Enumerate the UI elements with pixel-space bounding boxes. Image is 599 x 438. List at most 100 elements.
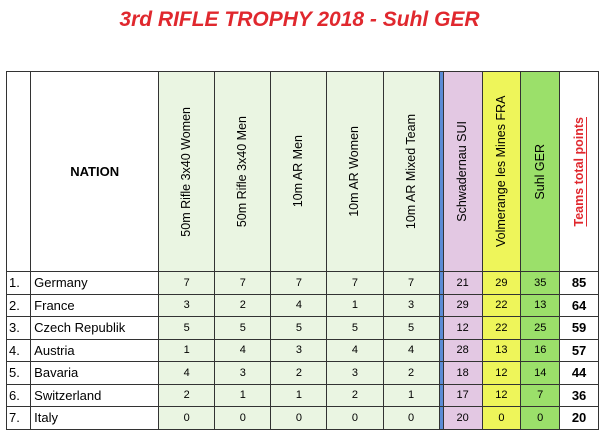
event-header-label: 10m AR Men [291, 135, 306, 208]
page-title: 3rd RIFLE TROPHY 2018 - Suhl GER [119, 8, 480, 31]
nation-cell: Italy [30, 406, 160, 430]
rank-cell: 2. [5, 293, 32, 317]
event-score-cell: 4 [326, 338, 384, 362]
event-score-cell: 3 [270, 338, 328, 362]
table-row: 7. Italy 0 0 0 0 0 20 0 0 20 [5, 406, 599, 430]
venue-header-schwadernau: Schwadernau SUI [442, 71, 483, 272]
event-score-cell: 5 [382, 316, 440, 340]
event-header-4: 10m AR Women [326, 71, 384, 272]
total-cell: 64 [559, 293, 599, 317]
rank-cell: 1. [5, 271, 32, 295]
header-row: NATION 50m Rifle 3x40 Women 50m Rifle 3x… [5, 71, 599, 272]
event-score-cell: 1 [270, 383, 328, 407]
event-score-cell: 2 [382, 361, 440, 385]
nation-header: NATION [30, 71, 160, 272]
event-score-cell: 0 [214, 406, 272, 430]
total-header-label: Teams total points [571, 116, 586, 227]
rank-cell: 4. [5, 338, 32, 362]
venue-score-cell: 28 [442, 338, 483, 362]
event-score-cell: 4 [270, 293, 328, 317]
venue-score-cell: 13 [481, 338, 522, 362]
event-score-cell: 3 [158, 293, 216, 317]
total-cell: 44 [559, 361, 599, 385]
venue-score-cell: 25 [520, 316, 561, 340]
venue-score-cell: 12 [481, 361, 522, 385]
nation-cell: Czech Republik [30, 316, 160, 340]
event-score-cell: 3 [326, 361, 384, 385]
event-score-cell: 5 [326, 316, 384, 340]
event-score-cell: 0 [270, 406, 328, 430]
nation-cell: Germany [30, 271, 160, 295]
event-score-cell: 2 [214, 293, 272, 317]
venue-score-cell: 16 [520, 338, 561, 362]
rank-cell: 3. [5, 316, 32, 340]
event-score-cell: 5 [158, 316, 216, 340]
event-score-cell: 0 [382, 406, 440, 430]
nation-cell: Austria [30, 338, 160, 362]
venue-header-volmerange: Volmerange les Mines FRA [481, 71, 522, 272]
rank-cell: 5. [5, 361, 32, 385]
event-score-cell: 1 [382, 383, 440, 407]
table-row: 2. France 3 2 4 1 3 29 22 13 64 [5, 293, 599, 317]
venue-score-cell: 0 [481, 406, 522, 430]
venue-header-suhl: Suhl GER [520, 71, 561, 272]
nation-cell: Switzerland [30, 383, 160, 407]
event-score-cell: 7 [214, 271, 272, 295]
event-header-1: 50m Rifle 3x40 Women [158, 71, 216, 272]
event-score-cell: 4 [158, 361, 216, 385]
event-score-cell: 1 [214, 383, 272, 407]
event-header-label: 10m AR Women [347, 126, 362, 217]
event-score-cell: 3 [382, 293, 440, 317]
event-score-cell: 4 [214, 338, 272, 362]
total-cell: 20 [559, 406, 599, 430]
venue-score-cell: 35 [520, 271, 561, 295]
venue-score-cell: 0 [520, 406, 561, 430]
table-row: 5. Bavaria 4 3 2 3 2 18 12 14 44 [5, 361, 599, 385]
venue-score-cell: 20 [442, 406, 483, 430]
event-score-cell: 7 [326, 271, 384, 295]
venue-header-label: Volmerange les Mines FRA [493, 95, 508, 248]
event-score-cell: 1 [158, 338, 216, 362]
venue-score-cell: 29 [481, 271, 522, 295]
venue-score-cell: 14 [520, 361, 561, 385]
venue-score-cell: 7 [520, 383, 561, 407]
total-header: Teams total points [559, 71, 599, 272]
event-score-cell: 5 [270, 316, 328, 340]
event-score-cell: 1 [326, 293, 384, 317]
venue-score-cell: 17 [442, 383, 483, 407]
total-cell: 85 [559, 271, 599, 295]
table-row: 4. Austria 1 4 3 4 4 28 13 16 57 [5, 338, 599, 362]
venue-score-cell: 22 [481, 293, 522, 317]
venue-score-cell: 12 [481, 383, 522, 407]
rank-header [5, 71, 32, 272]
event-score-cell: 7 [270, 271, 328, 295]
venue-score-cell: 18 [442, 361, 483, 385]
results-table: NATION 50m Rifle 3x40 Women 50m Rifle 3x… [5, 71, 599, 430]
venue-score-cell: 12 [442, 316, 483, 340]
event-score-cell: 0 [326, 406, 384, 430]
total-cell: 36 [559, 383, 599, 407]
venue-score-cell: 29 [442, 293, 483, 317]
rank-cell: 7. [5, 406, 32, 430]
column-divider [438, 71, 444, 272]
column-divider [438, 406, 444, 430]
table-row: 1. Germany 7 7 7 7 7 21 29 35 85 [5, 271, 599, 295]
event-header-2: 50m Rifle 3x40 Men [214, 71, 272, 272]
nation-cell: Bavaria [30, 361, 160, 385]
event-header-label: 50m Rifle 3x40 Men [235, 115, 250, 228]
venue-header-label: Suhl GER [532, 143, 547, 200]
event-score-cell: 7 [382, 271, 440, 295]
event-header-5: 10m AR Mixed Team [382, 71, 440, 272]
total-cell: 57 [559, 338, 599, 362]
event-score-cell: 0 [158, 406, 216, 430]
venue-score-cell: 21 [442, 271, 483, 295]
nation-cell: France [30, 293, 160, 317]
event-score-cell: 2 [326, 383, 384, 407]
event-score-cell: 4 [382, 338, 440, 362]
event-score-cell: 2 [158, 383, 216, 407]
event-score-cell: 5 [214, 316, 272, 340]
venue-score-cell: 22 [481, 316, 522, 340]
venue-header-label: Schwadernau SUI [455, 121, 470, 222]
table-row: 3. Czech Republik 5 5 5 5 5 12 22 25 59 [5, 316, 599, 340]
event-score-cell: 7 [158, 271, 216, 295]
